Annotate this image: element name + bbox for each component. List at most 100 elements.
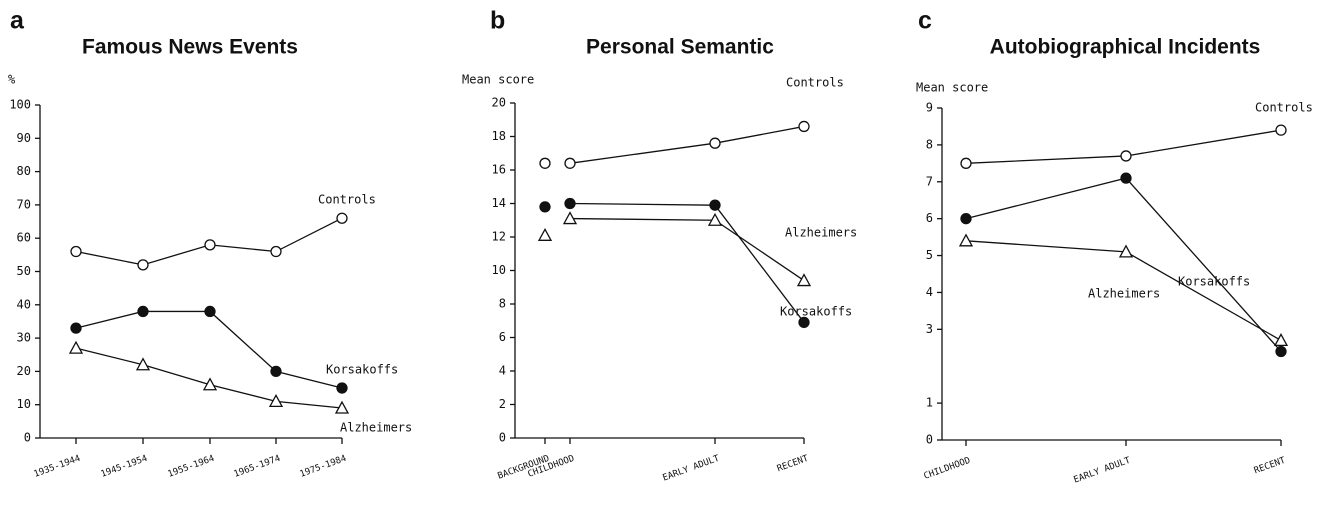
marker (1275, 345, 1287, 358)
marker (796, 273, 812, 287)
marker (562, 211, 578, 225)
marker (334, 400, 350, 414)
x-tick-label: 1935-1944 (33, 454, 82, 480)
chart-title: Famous News Events (82, 36, 298, 59)
marker (798, 316, 810, 329)
y-tick-label: 60 (17, 231, 31, 245)
y-tick-label: 40 (17, 297, 31, 311)
marker (204, 239, 216, 251)
x-tick-label: 1945-1954 (100, 454, 149, 480)
y-tick-label: 20 (17, 364, 31, 378)
series-line (569, 125, 805, 164)
marker (537, 227, 553, 241)
y-tick-label: 0 (499, 431, 506, 445)
y-tick-label: 9 (926, 101, 933, 115)
series-label: Controls (1255, 101, 1313, 115)
marker (798, 120, 810, 133)
marker (1120, 172, 1132, 184)
marker (1120, 150, 1132, 162)
y-tick-label: 5 (926, 248, 933, 262)
y-tick-label: 50 (17, 264, 31, 278)
marker (336, 382, 348, 394)
y-tick-label: 16 (492, 163, 506, 177)
y-tick-label: 0 (926, 433, 933, 447)
y-tick-label: 90 (17, 131, 31, 145)
y-tick-label: 100 (9, 98, 31, 112)
y-axis-label: % (8, 73, 16, 87)
y-tick-label: 70 (17, 197, 31, 211)
panel-letter: b (490, 7, 505, 35)
y-tick-label: 1 (926, 396, 933, 410)
marker (137, 305, 149, 318)
x-tick-label: RECENT (776, 454, 811, 475)
series-line (569, 217, 805, 282)
x-tick-label: 1975-1984 (299, 454, 348, 480)
y-tick-label: 4 (499, 364, 506, 378)
marker (1275, 124, 1287, 136)
series-label: Alzheimers (340, 421, 412, 435)
y-tick-label: 10 (17, 397, 31, 411)
y-tick-label: 80 (17, 164, 31, 178)
marker (958, 233, 974, 247)
y-axis-label: Mean score (916, 81, 988, 95)
y-tick-label: 10 (492, 263, 506, 277)
marker (564, 197, 576, 210)
marker (270, 365, 282, 378)
marker (1118, 244, 1134, 258)
chart-title: Autobiographical Incidents (990, 36, 1261, 59)
marker (1273, 333, 1289, 347)
chart-title: Personal Semantic (586, 36, 774, 59)
series-label: Korsakoffs (326, 363, 398, 377)
marker (336, 212, 348, 224)
marker (135, 357, 151, 371)
marker (960, 157, 972, 169)
series-label: Alzheimers (1088, 287, 1160, 301)
marker (70, 322, 82, 334)
y-tick-label: 6 (499, 330, 506, 344)
y-axis-label: Mean score (462, 73, 534, 87)
y-tick-label: 8 (926, 137, 933, 151)
marker (70, 245, 82, 258)
panel-letter: c (918, 7, 932, 35)
y-tick-label: 12 (492, 230, 506, 244)
marker (707, 212, 723, 226)
marker (202, 377, 218, 391)
y-tick-label: 18 (492, 129, 506, 143)
x-tick-label: RECENT (1253, 456, 1288, 477)
marker (539, 157, 551, 169)
series-line (75, 310, 343, 389)
marker (539, 201, 551, 213)
x-tick-label: 1965-1974 (233, 454, 282, 480)
y-tick-label: 20 (492, 96, 506, 110)
series-label: Controls (786, 76, 844, 90)
x-tick-label: EARLY ADULT (661, 454, 721, 484)
y-tick-label: 3 (926, 322, 933, 336)
y-tick-label: 0 (24, 431, 31, 445)
y-tick-label: 7 (926, 174, 933, 188)
x-tick-label: CHILDHOOD (923, 456, 972, 482)
series-label: Alzheimers (785, 226, 857, 240)
y-tick-label: 4 (926, 285, 933, 299)
marker (960, 213, 972, 225)
y-tick-label: 8 (499, 297, 506, 311)
panel-letter: a (10, 7, 25, 35)
y-tick-label: 6 (926, 211, 933, 225)
y-tick-label: 2 (499, 397, 506, 411)
y-tick-label: 30 (17, 331, 31, 345)
marker (709, 199, 721, 211)
marker (268, 394, 284, 408)
x-tick-label: EARLY ADULT (1072, 456, 1132, 486)
series-line (569, 202, 805, 323)
marker (270, 245, 282, 258)
series-label: Korsakoffs (780, 305, 852, 319)
marker (204, 305, 216, 318)
series-label: Controls (318, 193, 376, 207)
x-tick-label: 1955-1964 (167, 454, 216, 480)
marker (564, 157, 576, 169)
marker (68, 340, 84, 354)
marker (137, 259, 149, 271)
series-line (965, 177, 1282, 352)
series-label: Korsakoffs (1178, 275, 1250, 289)
y-tick-label: 14 (492, 196, 506, 210)
